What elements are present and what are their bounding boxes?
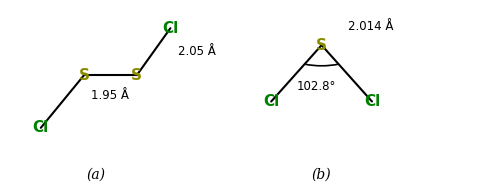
Text: 2.05 Å: 2.05 Å bbox=[178, 45, 216, 58]
Text: Cl: Cl bbox=[162, 21, 179, 36]
Text: Cl: Cl bbox=[33, 120, 49, 135]
Text: 2.014 Å: 2.014 Å bbox=[348, 20, 394, 33]
Text: 102.8°: 102.8° bbox=[297, 80, 336, 93]
Text: (b): (b) bbox=[312, 168, 331, 182]
Text: S: S bbox=[316, 38, 327, 53]
Text: Cl: Cl bbox=[263, 94, 279, 109]
Text: (a): (a) bbox=[86, 168, 106, 182]
Text: Cl: Cl bbox=[364, 94, 380, 109]
Text: S: S bbox=[132, 68, 142, 83]
Text: 1.95 Å: 1.95 Å bbox=[91, 89, 130, 102]
Text: S: S bbox=[79, 68, 89, 83]
